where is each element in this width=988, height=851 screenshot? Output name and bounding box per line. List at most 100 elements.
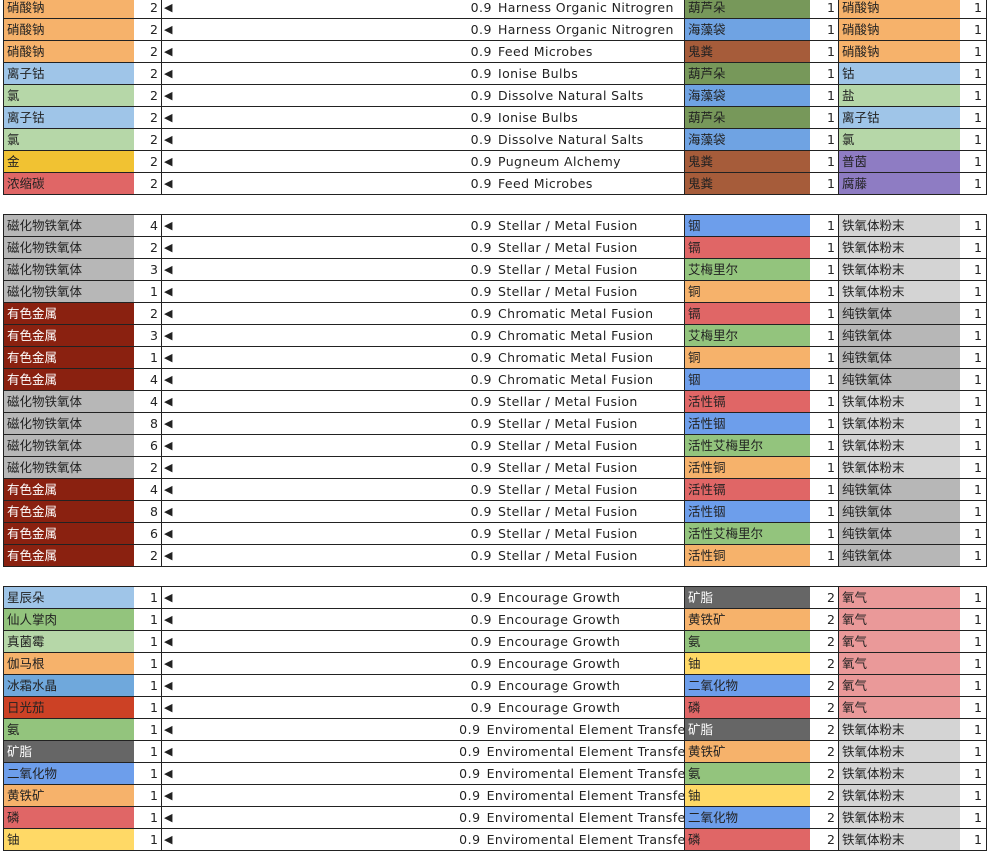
byproduct-item-cell[interactable]: 普茵 bbox=[838, 151, 960, 172]
output-qty-cell[interactable]: 1 bbox=[827, 306, 835, 321]
byproduct-item-cell[interactable]: 纯铁氧体 bbox=[838, 303, 960, 324]
rate-cell[interactable]: 0.9 bbox=[470, 22, 492, 37]
recipe-name-cell[interactable]: Enviromental Element Transfer bbox=[486, 722, 684, 737]
recipe-cell[interactable]: ◀ 0.9 Encourage Growth bbox=[161, 609, 684, 630]
input-qty-cell[interactable]: 3 bbox=[150, 328, 158, 343]
input-qty-cell[interactable]: 1 bbox=[150, 810, 158, 825]
input-item-cell[interactable]: 磁化物铁氧体 bbox=[4, 413, 134, 434]
recipe-cell[interactable]: ◀ 0.9 Dissolve Natural Salts bbox=[161, 85, 684, 106]
output-qty-cell[interactable]: 1 bbox=[827, 0, 835, 15]
recipe-name-cell[interactable]: Enviromental Element Transfer bbox=[486, 810, 684, 825]
input-item-cell[interactable]: 真菌霉 bbox=[4, 631, 134, 652]
recipe-cell[interactable]: ◀ 0.9 Stellar / Metal Fusion bbox=[161, 215, 684, 236]
rate-cell[interactable]: 0.9 bbox=[470, 656, 492, 671]
byproduct-item-cell[interactable]: 铁氧体粉末 bbox=[838, 785, 960, 806]
rate-cell[interactable]: 0.9 bbox=[470, 590, 492, 605]
byproduct-qty-cell[interactable]: 1 bbox=[974, 306, 982, 321]
recipe-name-cell[interactable]: Stellar / Metal Fusion bbox=[498, 438, 638, 453]
rate-cell[interactable]: 0.9 bbox=[470, 154, 492, 169]
input-qty-cell[interactable]: 2 bbox=[150, 132, 158, 147]
input-qty-cell[interactable]: 2 bbox=[150, 240, 158, 255]
rate-cell[interactable]: 0.9 bbox=[470, 306, 492, 321]
rate-cell[interactable]: 0.9 bbox=[470, 44, 492, 59]
rate-cell[interactable]: 0.9 bbox=[470, 612, 492, 627]
input-item-cell[interactable]: 磁化物铁氧体 bbox=[4, 435, 134, 456]
rate-cell[interactable]: 0.9 bbox=[470, 240, 492, 255]
byproduct-item-cell[interactable]: 铁氧体粉末 bbox=[838, 741, 960, 762]
input-qty-cell[interactable]: 4 bbox=[150, 372, 158, 387]
byproduct-qty-cell[interactable]: 1 bbox=[974, 590, 982, 605]
recipe-cell[interactable]: ◀ 0.9 Stellar / Metal Fusion bbox=[161, 479, 684, 500]
rate-cell[interactable]: 0.9 bbox=[470, 460, 492, 475]
input-qty-cell[interactable]: 2 bbox=[150, 0, 158, 15]
input-item-cell[interactable]: 星辰朵 bbox=[4, 587, 134, 608]
recipe-name-cell[interactable]: Stellar / Metal Fusion bbox=[498, 482, 638, 497]
output-qty-cell[interactable]: 1 bbox=[827, 372, 835, 387]
rate-cell[interactable]: 0.9 bbox=[470, 350, 492, 365]
recipe-name-cell[interactable]: Encourage Growth bbox=[498, 656, 621, 671]
output-qty-cell[interactable]: 2 bbox=[827, 590, 835, 605]
input-item-cell[interactable]: 磁化物铁氧体 bbox=[4, 259, 134, 280]
output-item-cell[interactable]: 海藻袋 bbox=[684, 19, 810, 40]
byproduct-item-cell[interactable]: 纯铁氧体 bbox=[838, 369, 960, 390]
input-item-cell[interactable]: 冰霜水晶 bbox=[4, 675, 134, 696]
recipe-cell[interactable]: ◀ 0.9 Encourage Growth bbox=[161, 587, 684, 608]
byproduct-item-cell[interactable]: 氧气 bbox=[838, 675, 960, 696]
output-qty-cell[interactable]: 1 bbox=[827, 438, 835, 453]
recipe-name-cell[interactable]: Feed Microbes bbox=[498, 44, 593, 59]
recipe-cell[interactable]: ◀ 0.9 Encourage Growth bbox=[161, 697, 684, 718]
recipe-cell[interactable]: ◀ 0.9 Feed Microbes bbox=[161, 173, 684, 194]
byproduct-item-cell[interactable]: 硝酸钠 bbox=[838, 0, 960, 18]
recipe-cell[interactable]: ◀ 0.9 Enviromental Element Transfer bbox=[161, 741, 684, 762]
output-qty-cell[interactable]: 1 bbox=[827, 22, 835, 37]
byproduct-item-cell[interactable]: 铁氧体粉末 bbox=[838, 457, 960, 478]
byproduct-qty-cell[interactable]: 1 bbox=[974, 700, 982, 715]
recipe-cell[interactable]: ◀ 0.9 Stellar / Metal Fusion bbox=[161, 435, 684, 456]
output-item-cell[interactable]: 铜 bbox=[684, 281, 810, 302]
recipe-name-cell[interactable]: Chromatic Metal Fusion bbox=[498, 350, 654, 365]
output-item-cell[interactable]: 铟 bbox=[684, 215, 810, 236]
rate-cell[interactable]: 0.9 bbox=[470, 416, 492, 431]
input-qty-cell[interactable]: 1 bbox=[150, 678, 158, 693]
output-item-cell[interactable]: 铀 bbox=[684, 653, 810, 674]
recipe-name-cell[interactable]: Chromatic Metal Fusion bbox=[498, 328, 654, 343]
input-item-cell[interactable]: 矿脂 bbox=[4, 741, 134, 762]
byproduct-item-cell[interactable]: 氯 bbox=[838, 129, 960, 150]
rate-cell[interactable]: 0.9 bbox=[470, 678, 492, 693]
output-qty-cell[interactable]: 1 bbox=[827, 482, 835, 497]
recipe-name-cell[interactable]: Encourage Growth bbox=[498, 634, 621, 649]
output-item-cell[interactable]: 鬼粪 bbox=[684, 173, 810, 194]
byproduct-item-cell[interactable]: 钴 bbox=[838, 63, 960, 84]
input-item-cell[interactable]: 黄铁矿 bbox=[4, 785, 134, 806]
output-item-cell[interactable]: 葫芦朵 bbox=[684, 63, 810, 84]
input-item-cell[interactable]: 伽马根 bbox=[4, 653, 134, 674]
output-item-cell[interactable]: 矿脂 bbox=[684, 587, 810, 608]
output-item-cell[interactable]: 活性铜 bbox=[684, 457, 810, 478]
input-item-cell[interactable]: 氯 bbox=[4, 85, 134, 106]
byproduct-qty-cell[interactable]: 1 bbox=[974, 634, 982, 649]
input-item-cell[interactable]: 仙人掌肉 bbox=[4, 609, 134, 630]
input-item-cell[interactable]: 有色金属 bbox=[4, 325, 134, 346]
byproduct-item-cell[interactable]: 盐 bbox=[838, 85, 960, 106]
input-item-cell[interactable]: 磁化物铁氧体 bbox=[4, 215, 134, 236]
input-item-cell[interactable]: 浓缩碳 bbox=[4, 173, 134, 194]
recipe-cell[interactable]: ◀ 0.9 Chromatic Metal Fusion bbox=[161, 369, 684, 390]
recipe-cell[interactable]: ◀ 0.9 Stellar / Metal Fusion bbox=[161, 457, 684, 478]
input-item-cell[interactable]: 氯 bbox=[4, 129, 134, 150]
output-item-cell[interactable]: 活性艾梅里尔 bbox=[684, 435, 810, 456]
rate-cell[interactable]: 0.9 bbox=[470, 372, 492, 387]
recipe-name-cell[interactable]: Stellar / Metal Fusion bbox=[498, 504, 638, 519]
input-qty-cell[interactable]: 2 bbox=[150, 88, 158, 103]
output-qty-cell[interactable]: 1 bbox=[827, 284, 835, 299]
recipe-name-cell[interactable]: Harness Organic Nitrogren bbox=[498, 0, 674, 15]
output-item-cell[interactable]: 活性铜 bbox=[684, 545, 810, 566]
byproduct-item-cell[interactable]: 氧气 bbox=[838, 697, 960, 718]
byproduct-qty-cell[interactable]: 1 bbox=[974, 678, 982, 693]
output-qty-cell[interactable]: 2 bbox=[827, 722, 835, 737]
output-qty-cell[interactable]: 2 bbox=[827, 832, 835, 847]
recipe-cell[interactable]: ◀ 0.9 Enviromental Element Transfer bbox=[161, 829, 684, 850]
output-qty-cell[interactable]: 1 bbox=[827, 44, 835, 59]
recipe-name-cell[interactable]: Feed Microbes bbox=[498, 176, 593, 191]
byproduct-qty-cell[interactable]: 1 bbox=[974, 394, 982, 409]
output-item-cell[interactable]: 镉 bbox=[684, 237, 810, 258]
